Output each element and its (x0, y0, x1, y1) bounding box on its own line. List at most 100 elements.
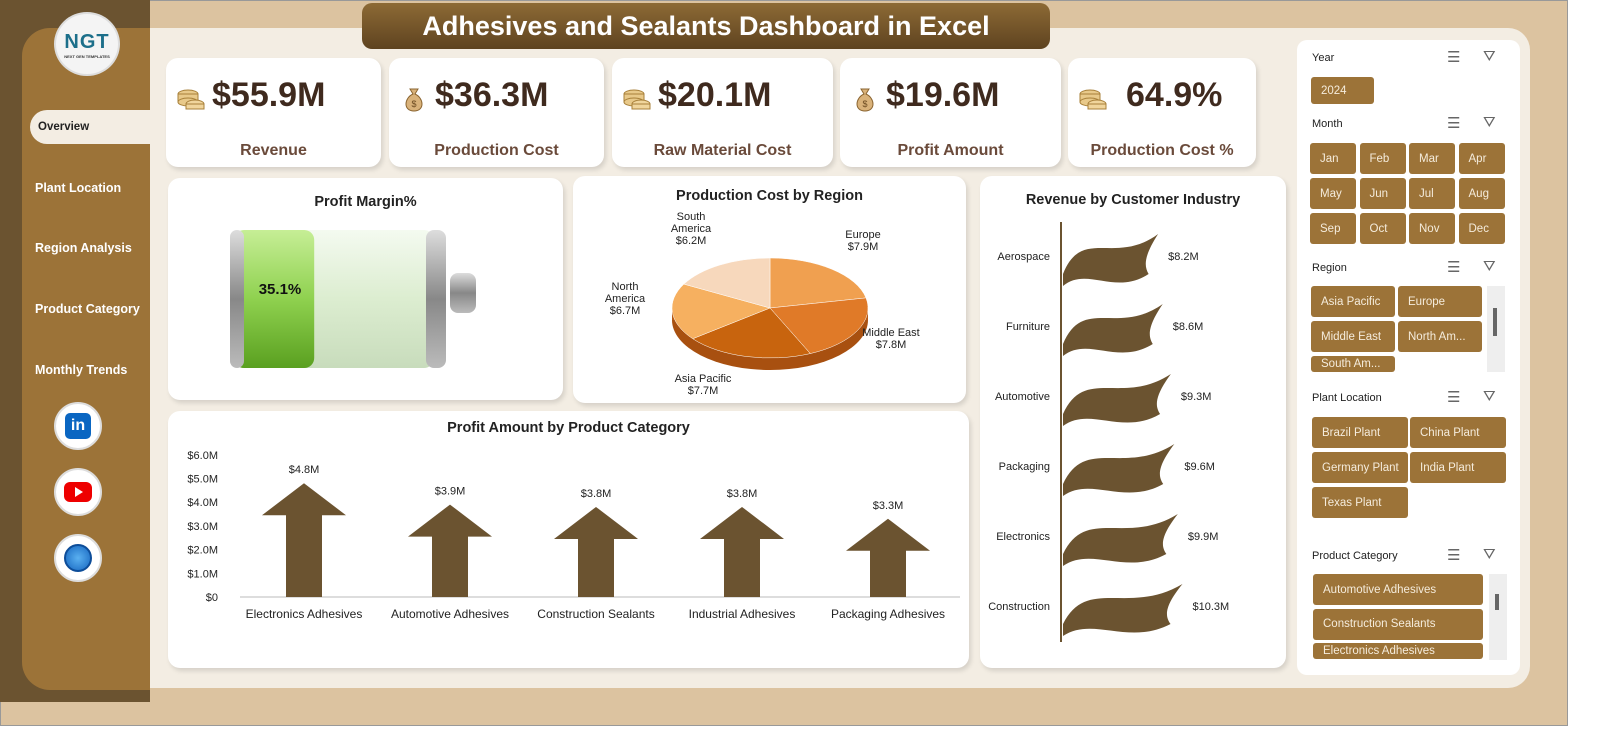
pie-category-label: Europe (845, 229, 880, 241)
flag-bar[interactable] (1063, 514, 1178, 566)
flag-bar[interactable] (1063, 234, 1159, 286)
coins-icon (622, 84, 652, 114)
slicer-title-region: Region (1312, 262, 1347, 274)
pie-value-label: $7.9M (848, 241, 879, 253)
arrow-bar[interactable] (700, 506, 784, 597)
kpi-value: 64.9% (1126, 76, 1223, 114)
kpi-card: $20.1M Raw Material Cost (612, 58, 833, 167)
nav-product-category[interactable]: Product Category (35, 302, 140, 316)
slicer-item-month[interactable]: Dec (1458, 213, 1505, 244)
clear-filter-icon[interactable]: ⛛ (1483, 114, 1496, 131)
slicer-title-plant: Plant Location (1312, 392, 1382, 404)
slicer-item-product[interactable]: Automotive Adhesives (1313, 574, 1483, 605)
slicer-item-region[interactable]: Middle East (1311, 321, 1395, 352)
value-label: $9.6M (1184, 461, 1215, 473)
slicer-item-plant[interactable]: Germany Plant (1312, 452, 1408, 483)
multi-select-icon[interactable]: ☰ (1447, 259, 1461, 276)
pie-slice[interactable] (769, 297, 869, 354)
clear-filter-icon[interactable]: ⛛ (1483, 388, 1496, 405)
multi-select-icon[interactable]: ☰ (1447, 389, 1461, 406)
category-label: Automotive (995, 391, 1050, 403)
slicer-item-month[interactable]: Aug (1458, 178, 1505, 209)
logo-subtext: NEXT GEN TEMPLATES (64, 54, 110, 59)
youtube-icon[interactable] (54, 468, 102, 516)
gauge-label: 35.1% (259, 281, 302, 298)
nav-plant-location[interactable]: Plant Location (35, 181, 122, 195)
slicer-item-month[interactable]: Mar (1409, 143, 1455, 174)
slicer-item-product[interactable]: Electronics Adhesives (1313, 643, 1483, 659)
y-tick-label: $4.0M (187, 497, 218, 509)
slicer-item-month[interactable]: Oct (1359, 213, 1406, 244)
multi-select-icon[interactable]: ☰ (1447, 547, 1461, 564)
x-tick-label: Electronics Adhesives (246, 607, 363, 621)
linkedin-icon[interactable]: in (54, 402, 102, 450)
flag-bar[interactable] (1063, 304, 1163, 356)
pie-slice[interactable] (692, 307, 811, 359)
kpi-label: Raw Material Cost (653, 142, 792, 159)
data-label: $3.9M (435, 486, 466, 498)
clear-filter-icon[interactable]: ⛛ (1483, 258, 1496, 275)
pie-slice[interactable] (769, 257, 867, 309)
kpi-label: Profit Amount (897, 142, 1004, 159)
data-label: $3.8M (727, 488, 758, 500)
slicer-item-plant[interactable]: China Plant (1410, 417, 1506, 448)
slicer-item-region[interactable]: North Am... (1398, 321, 1482, 352)
category-label: Electronics (996, 531, 1050, 543)
multi-select-icon[interactable]: ☰ (1447, 115, 1461, 132)
kpi-card: $ $19.6M Profit Amount (840, 58, 1061, 167)
chart-title: Production Cost by Region (676, 188, 863, 204)
nav-overview[interactable]: Overview (30, 110, 150, 144)
clear-filter-icon[interactable]: ⛛ (1483, 48, 1496, 65)
multi-select-icon[interactable]: ☰ (1447, 49, 1461, 66)
pie-slice[interactable] (671, 283, 771, 340)
slicer-item-month[interactable]: Feb (1359, 143, 1406, 174)
arrow-bar[interactable] (554, 506, 638, 597)
pie-category-label: Asia Pacific (675, 373, 732, 385)
x-tick-label: Construction Sealants (537, 607, 654, 621)
value-label: $9.3M (1181, 391, 1212, 403)
clear-filter-icon[interactable]: ⛛ (1483, 546, 1496, 563)
y-tick-label: $2.0M (187, 545, 218, 557)
pie-category-label: South (677, 211, 706, 223)
flag-bar[interactable] (1063, 444, 1175, 496)
slicer-item-year[interactable]: 2024 (1311, 77, 1374, 104)
kpi-value: $20.1M (658, 76, 772, 114)
slicer-item-month[interactable]: May (1310, 178, 1356, 209)
value-label: $8.6M (1173, 321, 1204, 333)
nav-monthly-trends[interactable]: Monthly Trends (35, 363, 128, 377)
kpi-value: $19.6M (886, 76, 1000, 114)
arrow-bar[interactable] (408, 504, 492, 597)
flag-bar[interactable] (1063, 584, 1183, 636)
slicer-item-region[interactable]: Europe (1398, 286, 1482, 317)
slicer-item-product[interactable]: Construction Sealants (1313, 608, 1483, 640)
pie-slice[interactable] (683, 257, 771, 309)
slicer-item-region[interactable]: South Am... (1311, 356, 1395, 372)
slicer-item-month[interactable]: Jan (1310, 143, 1356, 174)
slicer-item-month[interactable]: Nov (1409, 213, 1455, 244)
category-label: Furniture (1006, 321, 1050, 333)
slicer-item-region[interactable]: Asia Pacific (1311, 286, 1395, 317)
region-scrollbar[interactable] (1487, 286, 1505, 372)
slicer-item-plant[interactable]: India Plant (1410, 452, 1506, 483)
flag-bar[interactable] (1063, 374, 1171, 426)
nav-region-analysis[interactable]: Region Analysis (35, 241, 132, 255)
coins-icon (1078, 84, 1108, 114)
arrow-bar[interactable] (262, 483, 346, 597)
slicer-item-month[interactable]: Apr (1458, 143, 1505, 174)
kpi-label: Production Cost (434, 142, 559, 159)
logo-text: NGT (64, 31, 110, 53)
production-cost-by-region-card: Production Cost by Region Europe $7.9M Mid… (573, 176, 966, 403)
category-label: Packaging (999, 461, 1050, 473)
globe-icon[interactable] (54, 534, 102, 582)
slicer-item-month[interactable]: Sep (1310, 213, 1356, 244)
slicer-item-plant[interactable]: Texas Plant (1312, 487, 1408, 518)
arrow-bar[interactable] (846, 518, 930, 597)
slicer-title-month: Month (1312, 118, 1343, 130)
slicer-item-month[interactable]: Jul (1409, 178, 1455, 209)
product-scrollbar[interactable] (1489, 574, 1507, 660)
revenue-by-industry-card: Revenue by Customer Industry Aerospace $8… (980, 176, 1286, 668)
slicer-item-month[interactable]: Jun (1359, 178, 1406, 209)
x-tick-label: Automotive Adhesives (391, 607, 509, 621)
slicer-item-plant[interactable]: Brazil Plant (1312, 417, 1408, 448)
